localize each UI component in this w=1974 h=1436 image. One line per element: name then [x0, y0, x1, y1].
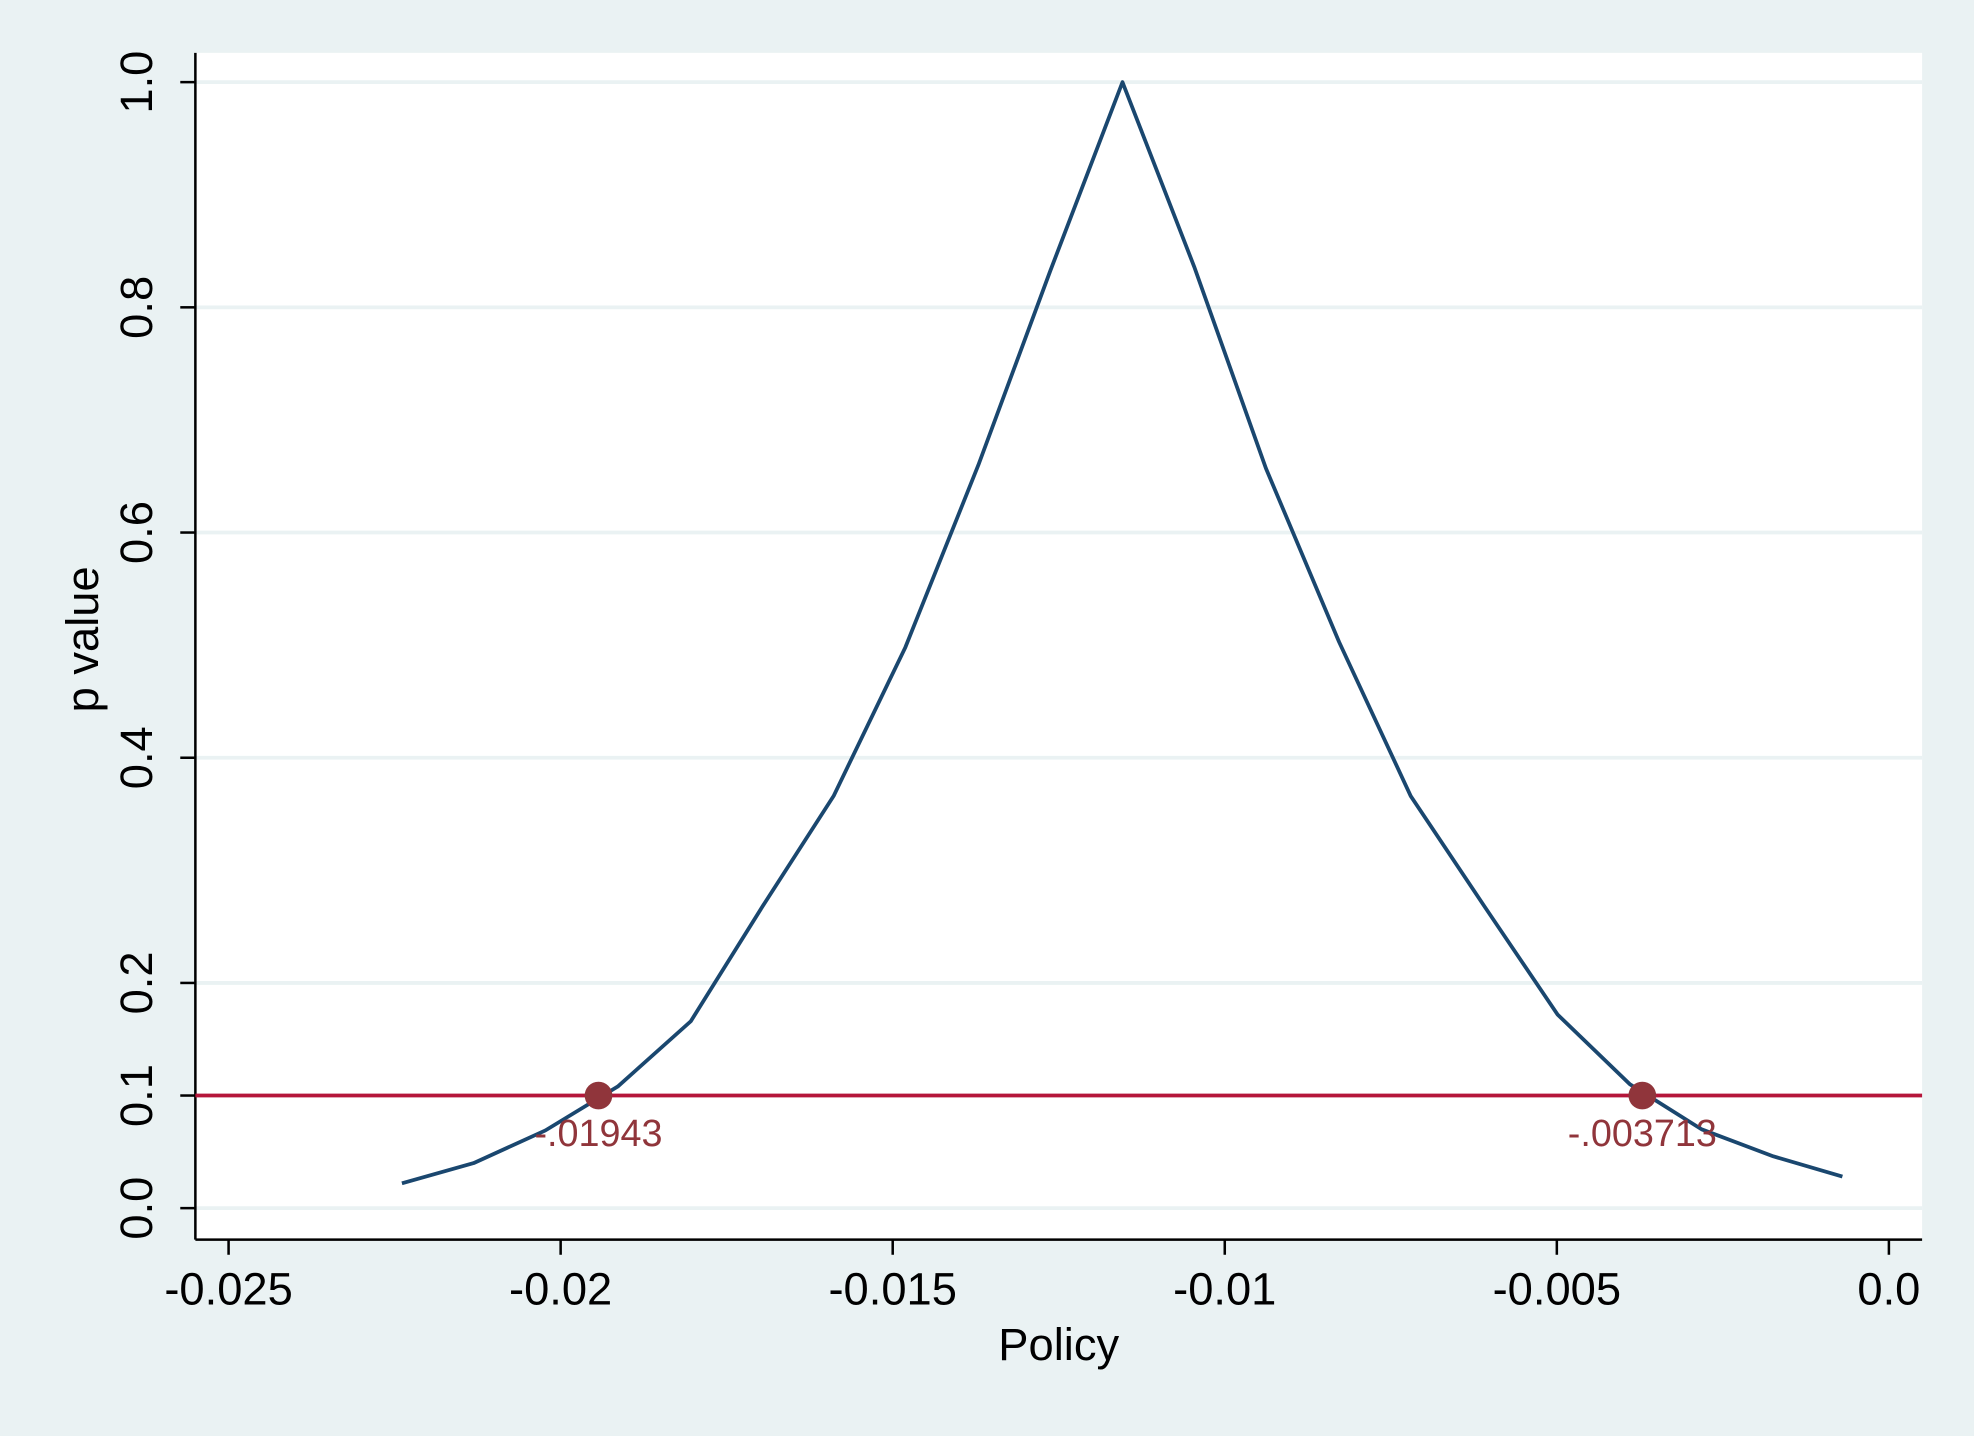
crossing-point — [584, 1081, 613, 1110]
y-tick-label: 0.0 — [111, 1177, 162, 1240]
x-tick-label: -0.01 — [1173, 1263, 1276, 1314]
x-tick-label: -0.005 — [1493, 1263, 1621, 1314]
y-axis-label: p value — [57, 566, 108, 712]
x-tick-label: -0.015 — [828, 1263, 956, 1314]
x-tick-label: -0.025 — [164, 1263, 292, 1314]
crossing-label: -.01943 — [534, 1112, 662, 1154]
x-axis-label: Policy — [998, 1319, 1119, 1370]
y-tick-label: 0.6 — [111, 501, 162, 564]
y-tick-label: 0.4 — [111, 726, 162, 789]
y-tick-label: 0.1 — [111, 1064, 162, 1127]
x-tick-label: -0.02 — [509, 1263, 612, 1314]
series-line — [401, 80, 1843, 1186]
crossing-point — [1628, 1081, 1657, 1110]
y-tick-label: 0.2 — [111, 951, 162, 1014]
x-tick-label: 0.0 — [1857, 1263, 1920, 1314]
y-tick-label: 1.0 — [111, 51, 162, 114]
crossing-label: -.003713 — [1568, 1112, 1717, 1154]
y-tick-label: 0.8 — [111, 276, 162, 339]
plot-area — [195, 52, 1923, 1240]
